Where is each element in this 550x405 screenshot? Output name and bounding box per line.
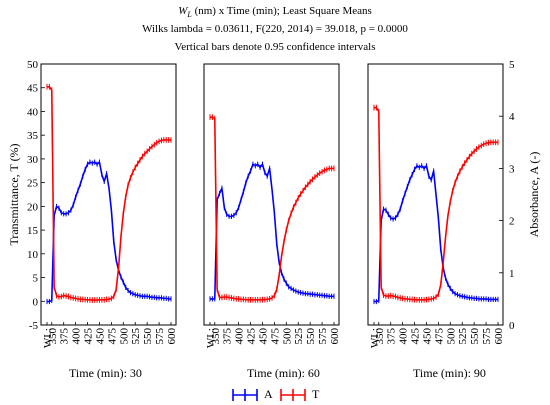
title-variable: W: [178, 5, 188, 17]
y-left-tick-label: 20: [27, 201, 39, 213]
x-tick-label: 350: [210, 328, 222, 345]
panel-frame: [40, 63, 177, 326]
y-right-tick-label: 3: [509, 163, 515, 175]
y-left-tick-label: -5: [29, 320, 39, 332]
x-tick-label: 500: [118, 328, 130, 345]
x-tick-label: 500: [445, 328, 457, 345]
series-line-t: [374, 106, 498, 301]
legend-swatch-a: [232, 389, 258, 401]
y-right-tick-label: 1: [509, 268, 515, 280]
title-rest: (nm) x Time (min); Least Square Means: [191, 5, 372, 17]
chart-note-line: Vertical bars denote 0.95 confidence int…: [174, 41, 376, 53]
x-tick-label: 525: [457, 328, 469, 345]
legend-label-t: T: [312, 387, 320, 401]
y-left-tick-label: 50: [27, 59, 39, 71]
x-tick-label: 575: [154, 328, 166, 345]
x-tick-label: 525: [293, 328, 305, 345]
x-tick-label: 350: [374, 328, 386, 345]
y-left-tick-label: 30: [27, 154, 39, 166]
x-tick-label: 375: [386, 328, 398, 345]
x-tick-label: 475: [433, 328, 445, 345]
series-line-a: [374, 164, 498, 303]
x-tick-label: WL:: [42, 328, 54, 348]
y-right-axis-title: Absorbance, A (-): [527, 152, 541, 238]
panel-caption-60: Time (min): 60: [247, 366, 320, 380]
x-tick-label: 500: [281, 328, 293, 345]
x-tick-label: 575: [317, 328, 329, 345]
series-line-t: [210, 116, 334, 301]
x-tick-label: 475: [106, 328, 118, 345]
y-right-tick-label: 5: [509, 59, 515, 71]
x-tick-label: 550: [469, 328, 481, 345]
series-line-a: [210, 163, 334, 300]
title-subscript: L: [187, 10, 192, 20]
x-tick-label: 600: [329, 328, 341, 345]
y-right-tick-label: 2: [509, 216, 515, 228]
y-left-tick-label: 40: [27, 106, 39, 118]
x-tick-label: 400: [71, 328, 83, 345]
y-left-tick-label: 35: [27, 130, 39, 142]
x-tick-label: WL:: [205, 328, 217, 348]
x-tick-label: WL:: [369, 328, 381, 348]
y-left-tick-label: 45: [27, 83, 39, 95]
legend-label-a: A: [264, 387, 273, 401]
y-left-tick-label: 10: [27, 249, 39, 261]
x-tick-label: 575: [481, 328, 493, 345]
x-tick-label: 525: [130, 328, 142, 345]
y-left-tick-label: 5: [33, 273, 39, 285]
x-tick-label: 425: [410, 328, 422, 345]
x-tick-label: 400: [398, 328, 410, 345]
x-tick-label: 425: [246, 328, 258, 345]
y-left-axis-title: Transmittance, T (%): [7, 143, 21, 245]
x-tick-label: 375: [59, 328, 71, 345]
x-tick-label: 400: [234, 328, 246, 345]
x-tick-label: 450: [94, 328, 106, 345]
x-tick-label: 350: [47, 328, 59, 345]
chart-title: WL (nm) x Time (min); Least Square Means: [0, 5, 550, 19]
y-left-tick-label: 0: [33, 296, 39, 308]
x-tick-label: 425: [83, 328, 95, 345]
chart-stats-line: Wilks lambda = 0.03611, F(220, 2014) = 3…: [142, 23, 408, 35]
series-line-a: [47, 161, 171, 303]
x-tick-label: 475: [269, 328, 281, 345]
panel-caption-30: Time (min): 30: [69, 366, 142, 380]
x-tick-label: 600: [493, 328, 505, 345]
x-tick-label: 450: [421, 328, 433, 345]
legend-swatch-t: [280, 389, 306, 401]
x-tick-label: 550: [305, 328, 317, 345]
x-tick-label: 550: [142, 328, 154, 345]
x-tick-label: 450: [257, 328, 269, 345]
panel-frame: [203, 63, 340, 326]
x-tick-label: 600: [166, 328, 178, 345]
panel-frame: [367, 63, 504, 326]
panel-caption-90: Time (min): 90: [413, 366, 486, 380]
y-left-tick-label: 25: [27, 178, 39, 190]
x-tick-label: 375: [222, 328, 234, 345]
y-right-tick-label: 4: [509, 111, 515, 123]
y-left-tick-label: 15: [27, 225, 39, 237]
y-right-tick-label: 0: [509, 320, 515, 332]
